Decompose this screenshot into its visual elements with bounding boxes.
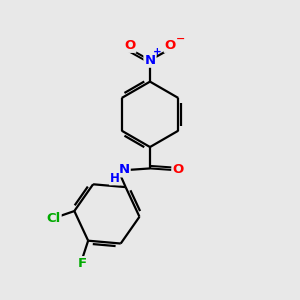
Text: Cl: Cl <box>46 212 61 225</box>
Text: F: F <box>78 257 87 270</box>
Text: O: O <box>124 39 135 52</box>
Text: −: − <box>176 34 185 44</box>
Text: +: + <box>153 47 162 57</box>
Text: N: N <box>118 164 130 176</box>
Text: N: N <box>144 54 156 67</box>
Text: H: H <box>110 172 120 185</box>
Text: O: O <box>172 164 184 176</box>
Text: O: O <box>165 39 176 52</box>
